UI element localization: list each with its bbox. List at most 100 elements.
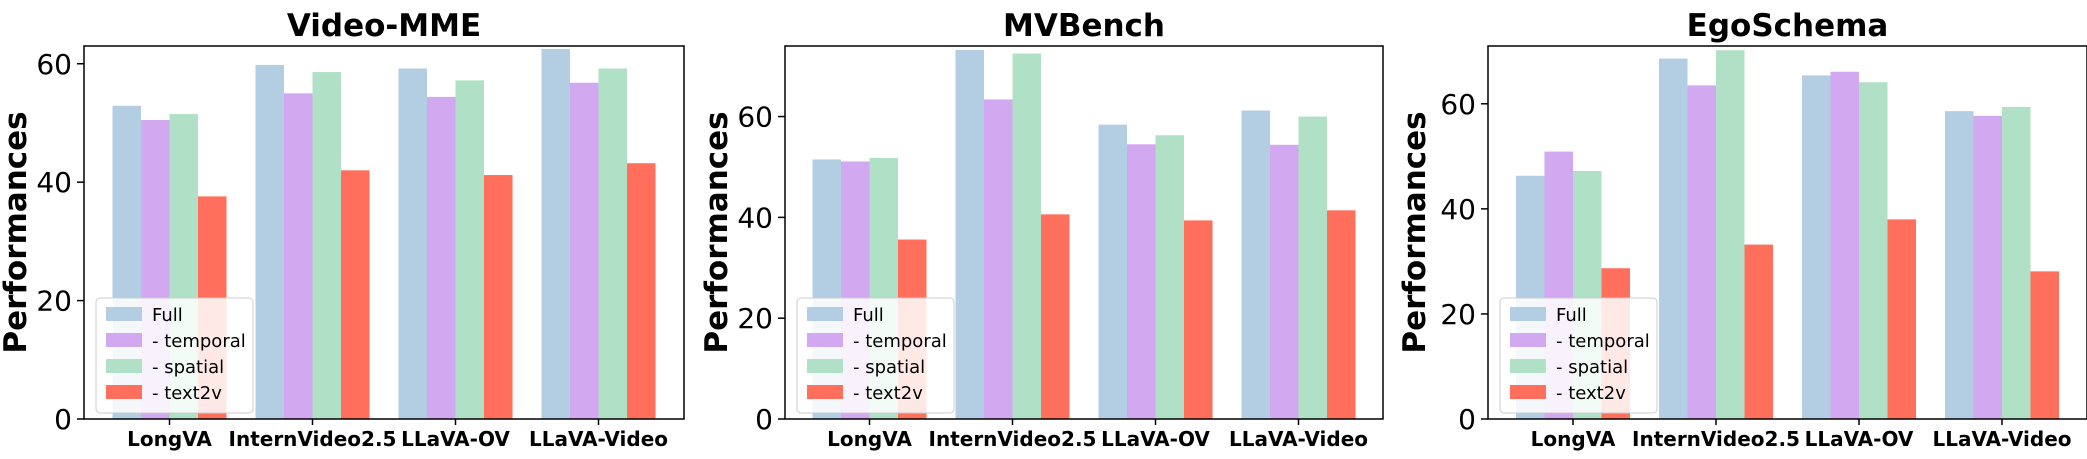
legend-box bbox=[796, 297, 955, 414]
bar-text2v-llavaov bbox=[1887, 219, 1916, 419]
plot-frame bbox=[1487, 45, 2087, 420]
bar-text2v-llavavideo bbox=[2030, 271, 2059, 419]
bar-temporal-internvideo25 bbox=[984, 99, 1013, 419]
y-tick-label: 60 bbox=[1440, 88, 1476, 121]
legend-swatch bbox=[1510, 307, 1546, 321]
bar-temporal-internvideo25 bbox=[1687, 85, 1716, 420]
x-tick-label: LongVA bbox=[1531, 427, 1616, 451]
bar-spatial-llavavideo bbox=[1298, 116, 1327, 419]
bar-full-llavavideo bbox=[1241, 110, 1270, 419]
bar-text2v-internvideo25 bbox=[1041, 214, 1070, 419]
y-tick-label: 40 bbox=[1440, 193, 1476, 226]
x-tick-label: LLaVA-Video bbox=[1229, 427, 1368, 451]
bar-full-llavaov bbox=[398, 68, 427, 419]
chart-panel-2: MVBench Performances LongVA InternVideo2.5 L… bbox=[699, 8, 1384, 451]
bar-spatial-internvideo25 bbox=[1716, 50, 1745, 419]
y-tick-label: 0 bbox=[755, 403, 773, 436]
bar-full-internvideo25 bbox=[1659, 58, 1688, 419]
plot-frame bbox=[784, 45, 1384, 420]
bar-text2v-llavavideo bbox=[1327, 210, 1356, 419]
bar-temporal-llavavideo bbox=[570, 82, 599, 419]
bar-full-llavavideo bbox=[1945, 111, 1974, 419]
x-tick-label: LongVA bbox=[827, 427, 912, 451]
legend-label: Full bbox=[152, 305, 183, 326]
legend-swatch bbox=[106, 385, 142, 399]
bar-text2v-llavaov bbox=[484, 175, 513, 419]
legend-swatch bbox=[807, 385, 843, 399]
y-tick-label: 0 bbox=[54, 403, 72, 436]
chart-panel-1: Video-MME Performances LongVA InternVideo2.… bbox=[0, 8, 685, 451]
legend-label: - temporal bbox=[1556, 331, 1650, 352]
legend-label: - temporal bbox=[853, 331, 947, 352]
bar-text2v-llavavideo bbox=[627, 163, 656, 419]
bar-full-internvideo25 bbox=[255, 64, 284, 419]
bar-text2v-llavaov bbox=[1184, 220, 1213, 419]
y-tick-label: 0 bbox=[1458, 403, 1476, 436]
y-axis-label: Performances bbox=[1397, 111, 1433, 353]
legend-label: - spatial bbox=[1556, 357, 1628, 378]
legend-swatch bbox=[106, 307, 142, 321]
legend-swatch bbox=[1510, 385, 1546, 399]
legend: Full - temporal - spatial - text2v bbox=[95, 297, 254, 414]
bar-spatial-llavaov bbox=[1859, 82, 1888, 419]
bar-temporal-internvideo25 bbox=[284, 93, 313, 419]
legend-label: - spatial bbox=[853, 357, 925, 378]
chart-panel-3: EgoSchema Performances LongVA InternVideo2.… bbox=[1397, 8, 2087, 451]
legend-swatch bbox=[1510, 359, 1546, 373]
bar-full-internvideo25 bbox=[955, 50, 984, 419]
legend-label: - text2v bbox=[1556, 383, 1626, 404]
legend-swatch bbox=[807, 333, 843, 347]
legend-label: - temporal bbox=[152, 331, 246, 352]
legend-label: - spatial bbox=[152, 357, 224, 378]
legend-label: Full bbox=[1556, 305, 1587, 326]
x-tick-label: LLaVA-Video bbox=[1932, 427, 2071, 451]
y-tick-label: 60 bbox=[36, 48, 72, 81]
bar-temporal-llavaov bbox=[1127, 144, 1156, 420]
bar-spatial-llavaov bbox=[455, 80, 484, 419]
plot-frame bbox=[83, 45, 685, 420]
legend-swatch bbox=[106, 359, 142, 373]
y-axis-label: Performances bbox=[0, 111, 34, 353]
bar-full-llavaov bbox=[1802, 75, 1831, 420]
y-tick-label: 20 bbox=[1440, 298, 1476, 331]
chart-title: MVBench bbox=[1003, 8, 1165, 44]
legend: Full - temporal - spatial - text2v bbox=[1499, 297, 1658, 414]
legend-label: Full bbox=[853, 305, 884, 326]
x-tick-label: InternVideo2.5 bbox=[929, 427, 1097, 451]
bar-spatial-llavavideo bbox=[2002, 106, 2031, 419]
x-tick-label: LongVA bbox=[127, 427, 212, 451]
bar-temporal-llavaov bbox=[427, 96, 456, 420]
bar-spatial-internvideo25 bbox=[312, 72, 341, 420]
x-tick-label: LLaVA-OV bbox=[1805, 427, 1914, 451]
y-axis-label: Performances bbox=[699, 111, 735, 353]
bar-spatial-llavaov bbox=[1155, 135, 1184, 419]
bar-full-llavaov bbox=[1098, 124, 1127, 419]
bar-full-llavavideo bbox=[541, 48, 570, 419]
x-tick-label: InternVideo2.5 bbox=[1632, 427, 1800, 451]
chart-title: Video-MME bbox=[287, 8, 481, 44]
bar-spatial-llavavideo bbox=[598, 68, 627, 419]
legend-swatch bbox=[1510, 333, 1546, 347]
bar-text2v-internvideo25 bbox=[341, 170, 370, 419]
bar-temporal-llavavideo bbox=[1973, 115, 2002, 420]
legend: Full - temporal - spatial - text2v bbox=[796, 297, 955, 414]
y-tick-label: 60 bbox=[737, 101, 773, 134]
x-tick-label: InternVideo2.5 bbox=[229, 427, 397, 451]
legend-label: - text2v bbox=[853, 383, 923, 404]
legend-swatch bbox=[807, 359, 843, 373]
x-tick-label: LLaVA-Video bbox=[529, 427, 668, 451]
y-tick-label: 20 bbox=[737, 302, 773, 335]
bar-text2v-internvideo25 bbox=[1744, 244, 1773, 419]
y-tick-label: 40 bbox=[36, 166, 72, 199]
legend-box bbox=[95, 297, 254, 414]
chart-title: EgoSchema bbox=[1687, 8, 1889, 44]
legend-swatch bbox=[106, 333, 142, 347]
y-tick-label: 40 bbox=[737, 201, 773, 234]
legend-swatch bbox=[807, 307, 843, 321]
bar-temporal-llavaov bbox=[1830, 71, 1859, 420]
y-tick-label: 20 bbox=[36, 285, 72, 318]
legend-label: - text2v bbox=[152, 383, 222, 404]
x-tick-label: LLaVA-OV bbox=[401, 427, 510, 451]
bar-spatial-internvideo25 bbox=[1012, 53, 1041, 419]
